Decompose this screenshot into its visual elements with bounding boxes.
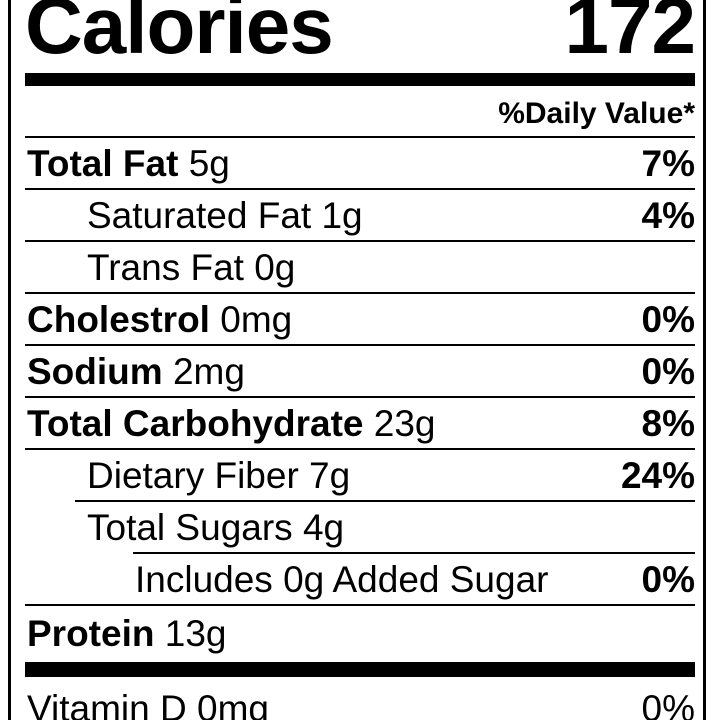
nutrient-percent: 0% <box>641 351 695 392</box>
nutrient-amount: Total Sugars 4g <box>87 507 345 548</box>
nutrient-amount: Vitamin D 0mg <box>27 688 269 720</box>
nutrient-text: Total Fat 5g <box>25 143 230 185</box>
nutrient-name: Total Fat <box>27 143 179 184</box>
nutrient-row-saturated-fat: Saturated Fat 1g 4% <box>25 190 695 242</box>
row-divider-indented <box>75 500 695 502</box>
calories-row: Calories 172 <box>25 0 696 73</box>
nutrient-amount: Saturated Fat 1g <box>87 195 363 236</box>
nutrient-text: Includes 0g Added Sugar <box>25 559 549 601</box>
row-divider <box>25 396 695 398</box>
nutrient-row-total-fat: Total Fat 5g 7% <box>25 138 695 190</box>
nutrient-text: Cholestrol 0mg <box>25 299 292 341</box>
nutrient-percent: 0% <box>641 688 695 720</box>
nutrient-text: Vitamin D 0mg <box>25 688 269 720</box>
nutrient-amount: 5g <box>178 143 230 184</box>
nutrient-text: Sodium 2mg <box>25 351 245 393</box>
nutrient-name: Total Carbohydrate <box>27 403 364 444</box>
daily-value-header: %Daily Value* <box>25 86 695 138</box>
nutrient-percent: 4% <box>641 195 695 236</box>
nutrient-amount: 23g <box>363 403 436 444</box>
nutrient-percent: 7% <box>641 143 695 184</box>
nutrient-text: Dietary Fiber 7g <box>25 455 350 497</box>
row-divider <box>25 188 695 190</box>
nutrient-text: Total Carbohydrate 23g <box>25 403 435 445</box>
nutrient-amount: 0mg <box>209 299 293 340</box>
nutrient-text: Protein 13g <box>25 613 226 655</box>
nutrient-amount: Trans Fat 0g <box>87 247 296 288</box>
nutrient-row-total-sugars: Total Sugars 4g <box>25 502 695 554</box>
nutrient-text: Saturated Fat 1g <box>25 195 363 237</box>
nutrient-row-added-sugar: Includes 0g Added Sugar 0% <box>25 554 695 606</box>
nutrient-text: Trans Fat 0g <box>25 247 295 289</box>
nutrient-percent: 24% <box>620 455 695 496</box>
calories-line: Calories 172 <box>25 0 696 70</box>
nutrient-row-trans-fat: Trans Fat 0g <box>25 242 695 294</box>
row-divider <box>25 240 695 242</box>
nutrient-amount: Includes 0g Added Sugar <box>135 559 549 600</box>
nutrient-row-vitamin-d: Vitamin D 0mg 0% <box>25 683 695 720</box>
nutrient-row-dietary-fiber: Dietary Fiber 7g 24% <box>25 450 695 502</box>
label-panel: Calories 172 %Daily Value* Total Fat 5g … <box>8 0 706 720</box>
thick-separator-bar-top <box>25 73 695 86</box>
label-content: Calories 172 %Daily Value* Total Fat 5g … <box>25 0 696 720</box>
nutrient-text: Total Sugars 4g <box>25 507 344 549</box>
calories-value: 172 <box>564 0 696 70</box>
nutrient-name: Protein <box>27 613 155 654</box>
nutrient-amount: 13g <box>154 613 227 654</box>
row-divider <box>25 292 695 294</box>
calories-label: Calories <box>25 0 334 70</box>
row-divider-indented <box>133 552 695 554</box>
row-divider <box>25 344 695 346</box>
nutrient-name: Cholestrol <box>27 299 210 340</box>
nutrient-percent: 0% <box>641 299 695 340</box>
row-divider <box>25 604 695 606</box>
nutrient-row-cholestrol: Cholestrol 0mg 0% <box>25 294 695 346</box>
nutrient-row-protein: Protein 13g <box>25 606 695 662</box>
nutrient-row-sodium: Sodium 2mg 0% <box>25 346 695 398</box>
nutrient-amount: Dietary Fiber 7g <box>87 455 351 496</box>
nutrient-amount: 2mg <box>162 351 245 392</box>
nutrient-row-total-carbohydrate: Total Carbohydrate 23g 8% <box>25 398 695 450</box>
thick-separator-bar-bottom <box>25 662 695 677</box>
nutrient-name: Sodium <box>27 351 163 392</box>
nutrient-percent: 0% <box>641 559 695 600</box>
nutrient-percent: 8% <box>641 403 695 444</box>
row-divider <box>25 448 695 450</box>
